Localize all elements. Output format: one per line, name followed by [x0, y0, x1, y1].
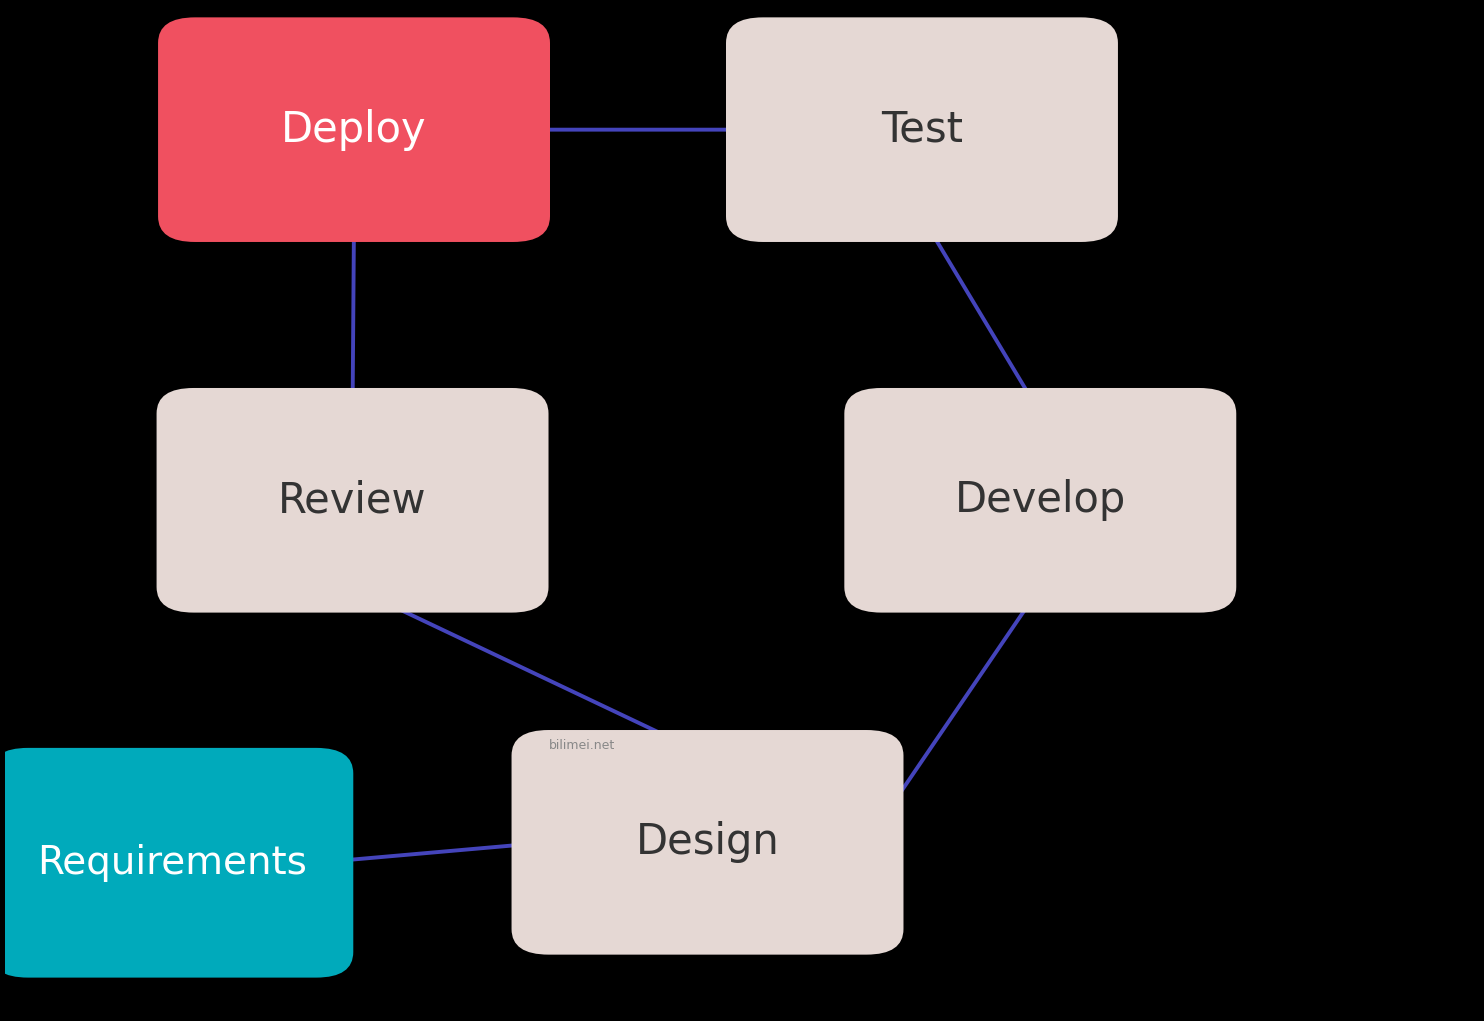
FancyBboxPatch shape	[726, 17, 1117, 242]
Text: Test: Test	[881, 108, 963, 151]
FancyBboxPatch shape	[0, 747, 353, 978]
FancyBboxPatch shape	[159, 17, 551, 242]
FancyBboxPatch shape	[512, 730, 904, 955]
Text: Review: Review	[279, 479, 427, 522]
Text: Develop: Develop	[954, 479, 1126, 522]
Text: Deploy: Deploy	[280, 108, 427, 151]
Text: Design: Design	[635, 821, 779, 864]
Text: Requirements: Requirements	[37, 843, 307, 882]
Text: bilimei.net: bilimei.net	[549, 739, 614, 751]
FancyBboxPatch shape	[844, 388, 1236, 613]
FancyBboxPatch shape	[157, 388, 549, 613]
